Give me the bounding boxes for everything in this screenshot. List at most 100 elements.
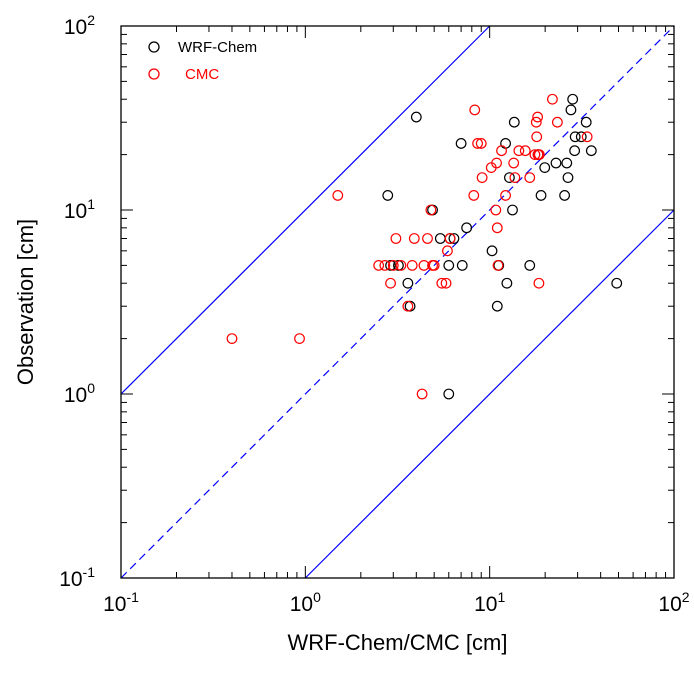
data-point-cmc xyxy=(496,145,507,157)
data-point-cmc xyxy=(532,111,544,123)
data-point-wrf-chem xyxy=(501,277,513,289)
data-point-cmc xyxy=(531,131,543,143)
axis-ticks xyxy=(120,25,675,579)
data-point-wrf-chem xyxy=(404,300,416,312)
data-point-cmc xyxy=(442,245,453,257)
data-point-wrf-chem xyxy=(504,172,515,183)
data-point-cmc xyxy=(472,138,483,149)
data-point-cmc xyxy=(406,259,418,271)
data-point-wrf-chem xyxy=(491,300,503,312)
data-point-cmc xyxy=(530,116,542,128)
y-tick-label: 10-1 xyxy=(59,564,95,591)
data-point-cmc xyxy=(468,190,480,201)
data-point-wrf-chem xyxy=(385,259,396,271)
data-point-cmc xyxy=(444,233,456,244)
data-point-cmc xyxy=(294,333,305,345)
data-point-cmc xyxy=(422,233,433,244)
data-point-wrf-chem xyxy=(448,233,460,244)
data-point-cmc xyxy=(387,259,399,271)
data-points xyxy=(226,93,623,400)
data-point-cmc xyxy=(551,116,563,128)
reference-line-factor-10-1 xyxy=(120,25,491,395)
data-point-wrf-chem xyxy=(575,131,587,143)
data-point-wrf-chem xyxy=(500,138,511,149)
data-point-wrf-chem xyxy=(524,259,536,271)
legend-marker-cmc xyxy=(148,68,160,80)
data-point-cmc xyxy=(513,145,525,157)
data-point-wrf-chem xyxy=(580,116,592,128)
data-point-cmc xyxy=(425,204,437,216)
reference-line-1-to-1 xyxy=(120,25,675,579)
data-point-cmc xyxy=(416,388,428,400)
legend-label-cmc: CMC xyxy=(185,66,219,83)
data-point-cmc xyxy=(524,172,536,183)
data-point-cmc xyxy=(547,93,558,105)
data-point-cmc xyxy=(408,233,420,244)
data-point-cmc xyxy=(385,277,396,289)
data-point-cmc xyxy=(440,277,452,289)
data-point-wrf-chem xyxy=(567,93,579,105)
y-tick-label: 101 xyxy=(64,196,95,223)
data-point-wrf-chem xyxy=(562,172,574,183)
data-point-cmc xyxy=(529,149,541,161)
data-point-wrf-chem xyxy=(486,245,498,257)
x-tick-label: 10-1 xyxy=(103,589,139,616)
data-point-cmc xyxy=(491,222,503,234)
legend-label-wrf-chem: WRF-Chem xyxy=(178,39,257,56)
x-tick-label: 102 xyxy=(658,589,689,616)
y-axis-title: Observation [cm] xyxy=(13,219,38,385)
data-point-cmc xyxy=(508,157,520,169)
y-tick-label: 100 xyxy=(64,380,95,407)
y-tick-label: 102 xyxy=(64,12,95,39)
data-point-wrf-chem xyxy=(410,111,422,123)
data-point-wrf-chem xyxy=(461,222,473,234)
data-point-cmc xyxy=(475,138,487,149)
data-point-cmc xyxy=(390,233,402,244)
data-point-cmc xyxy=(469,104,481,116)
data-point-cmc xyxy=(500,190,511,201)
data-point-wrf-chem xyxy=(443,259,455,271)
data-point-wrf-chem xyxy=(569,145,581,157)
data-point-wrf-chem xyxy=(550,157,562,169)
data-point-cmc xyxy=(428,259,440,271)
data-point-cmc xyxy=(490,204,502,216)
data-point-wrf-chem xyxy=(611,277,623,289)
data-point-cmc xyxy=(379,259,391,271)
data-point-cmc xyxy=(533,149,545,161)
data-point-cmc xyxy=(402,300,414,312)
legend: WRF-Chem CMC xyxy=(148,39,257,83)
data-point-wrf-chem xyxy=(507,204,518,216)
data-point-cmc xyxy=(492,259,504,271)
data-point-cmc xyxy=(476,172,488,183)
data-point-wrf-chem xyxy=(382,190,394,201)
data-point-cmc xyxy=(332,190,344,201)
reference-line-factor-10-2 xyxy=(304,209,675,579)
data-point-cmc xyxy=(226,333,238,345)
x-tick-label: 101 xyxy=(474,589,505,616)
data-point-cmc xyxy=(581,131,593,143)
data-point-wrf-chem xyxy=(508,116,520,128)
data-point-wrf-chem xyxy=(565,104,577,116)
data-point-wrf-chem xyxy=(561,157,573,169)
data-point-wrf-chem xyxy=(456,259,468,271)
data-point-cmc xyxy=(533,277,545,289)
plot-frame xyxy=(120,25,675,579)
reference-lines xyxy=(120,25,675,579)
data-point-wrf-chem xyxy=(585,145,597,157)
data-point-wrf-chem xyxy=(539,162,551,173)
data-point-cmc xyxy=(418,259,430,271)
data-point-wrf-chem xyxy=(535,190,547,201)
data-point-cmc xyxy=(519,145,531,157)
data-point-cmc xyxy=(436,277,448,289)
data-point-cmc xyxy=(491,157,502,169)
data-point-wrf-chem xyxy=(559,190,571,201)
x-tick-label: 100 xyxy=(290,589,321,616)
tick-labels: 10-1 100 101 102 10-1 100 101 102 xyxy=(59,12,690,616)
data-point-wrf-chem xyxy=(455,138,467,149)
data-point-wrf-chem xyxy=(434,233,446,244)
data-point-wrf-chem xyxy=(569,131,581,143)
data-point-wrf-chem xyxy=(443,388,455,400)
data-point-cmc xyxy=(509,172,521,183)
data-point-wrf-chem xyxy=(402,277,414,289)
